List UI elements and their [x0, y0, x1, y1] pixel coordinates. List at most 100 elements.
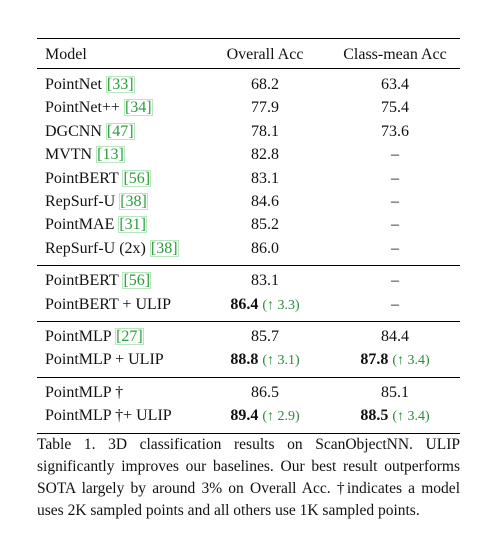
value: 88.5 — [360, 407, 389, 425]
model-cell: RepSurf-U (2x) [38] — [45, 239, 179, 259]
citation: [47] — [105, 122, 135, 140]
model-name: MVTN — [45, 146, 93, 164]
value-cell: 89.4 (↑ 2.9) — [230, 406, 299, 427]
model-cell: RepSurf-U [38] — [45, 192, 148, 212]
model-cell: PointBERT + ULIP — [45, 295, 171, 315]
value-cell: – — [391, 145, 399, 165]
value-cell: 63.4 — [381, 75, 409, 95]
model-name: RepSurf-U — [45, 193, 116, 210]
model-cell: PointBERT [56] — [45, 169, 152, 189]
citation: [13] — [96, 146, 125, 164]
model-name: PointMLP — [45, 328, 112, 345]
citation: [38] — [119, 193, 148, 210]
citation: [38] — [149, 239, 179, 257]
value: 68.2 — [251, 76, 279, 93]
value-cell: 86.0 — [251, 239, 279, 259]
model-cell: MVTN [13] — [45, 145, 125, 165]
value: – — [391, 216, 399, 234]
value-cell: 85.1 — [381, 383, 409, 403]
value: 85.2 — [251, 216, 279, 234]
value-cell: 88.8 (↑ 3.1) — [230, 350, 299, 371]
model-name: PointNet — [45, 76, 102, 93]
value: – — [391, 146, 399, 164]
model-cell: PointMLP [27] — [45, 327, 144, 347]
citation: [33] — [105, 76, 135, 93]
table-rule — [37, 321, 460, 322]
value: 78.1 — [251, 122, 279, 140]
value-cell: 73.6 — [381, 122, 409, 142]
value: – — [391, 239, 399, 257]
value-cell: 86.5 — [251, 383, 279, 403]
value-cell: 85.2 — [251, 215, 279, 235]
gain: (↑ 3.3) — [262, 297, 300, 313]
citation: [56] — [122, 169, 152, 187]
header-cell: Model — [45, 46, 87, 63]
model-cell: PointMLP † — [45, 383, 123, 403]
value-cell: – — [391, 239, 399, 259]
model-name: PointMLP †+ ULIP — [45, 407, 172, 425]
table-rule — [37, 38, 460, 40]
table-rule — [37, 376, 460, 378]
gain: (↑ 3.1) — [262, 353, 300, 369]
value-cell: – — [391, 295, 399, 315]
value: 63.4 — [381, 76, 409, 93]
value-cell: 77.9 — [251, 98, 279, 118]
value: – — [391, 295, 399, 313]
header-cell: Overall Acc — [226, 46, 304, 63]
value: – — [391, 272, 399, 290]
model-name: PointBERT — [45, 272, 119, 290]
value-cell: 83.1 — [251, 169, 279, 189]
value-cell: 83.1 — [251, 271, 279, 291]
value-cell: 88.5 (↑ 3.4) — [360, 406, 429, 427]
caption: Table 1. 3D classification results on Sc… — [37, 436, 460, 519]
value-cell: – — [391, 169, 399, 189]
table-rule — [37, 265, 460, 266]
value: 87.8 — [360, 351, 389, 369]
value-cell: 75.4 — [381, 98, 409, 118]
gain: (↑ 2.9) — [262, 409, 300, 425]
citation: [31] — [118, 216, 147, 234]
citation: [56] — [122, 272, 152, 290]
value: 84.4 — [381, 328, 409, 345]
model-cell: DGCNN [47] — [45, 122, 135, 142]
value-cell: 85.7 — [251, 327, 279, 347]
model-name: PointMAE — [45, 216, 115, 234]
value: 88.8 — [230, 351, 259, 369]
citation: [34] — [123, 99, 153, 117]
value: 83.1 — [251, 169, 279, 187]
model-cell: PointNet [33] — [45, 75, 135, 95]
model-cell: PointMLP †+ ULIP — [45, 406, 172, 426]
value: 85.1 — [381, 383, 409, 401]
value-cell: – — [391, 215, 399, 235]
model-name: PointNet++ — [45, 99, 120, 117]
citation: [27] — [115, 328, 144, 345]
value-cell: 68.2 — [251, 75, 279, 95]
model-name: RepSurf-U (2x) — [45, 239, 146, 257]
value-cell: 82.8 — [251, 145, 279, 165]
model-name: PointBERT + ULIP — [45, 295, 172, 313]
value: 86.0 — [251, 239, 279, 257]
value: 75.4 — [381, 99, 409, 117]
gain: (↑ 3.4) — [392, 409, 430, 425]
table-rule — [37, 432, 460, 434]
value: – — [391, 193, 399, 210]
value-cell: 87.8 (↑ 3.4) — [360, 350, 429, 371]
model-name: PointMLP + ULIP — [45, 351, 164, 369]
value: 85.7 — [251, 328, 279, 345]
model-cell: PointMLP + ULIP — [45, 350, 164, 370]
value: – — [391, 169, 399, 187]
value: 86.5 — [251, 383, 279, 401]
value: 86.4 — [230, 295, 259, 313]
value: 82.8 — [251, 146, 279, 164]
value-cell: – — [391, 192, 399, 212]
value: 84.6 — [251, 193, 279, 210]
model-cell: PointNet++ [34] — [45, 98, 153, 118]
value: 83.1 — [251, 272, 279, 290]
model-cell: PointBERT [56] — [45, 271, 152, 291]
gain: (↑ 3.4) — [392, 353, 430, 369]
value-cell: 84.4 — [381, 327, 409, 347]
value-cell: 86.4 (↑ 3.3) — [230, 295, 299, 316]
value-cell: 78.1 — [251, 122, 279, 142]
value-cell: – — [391, 271, 399, 291]
